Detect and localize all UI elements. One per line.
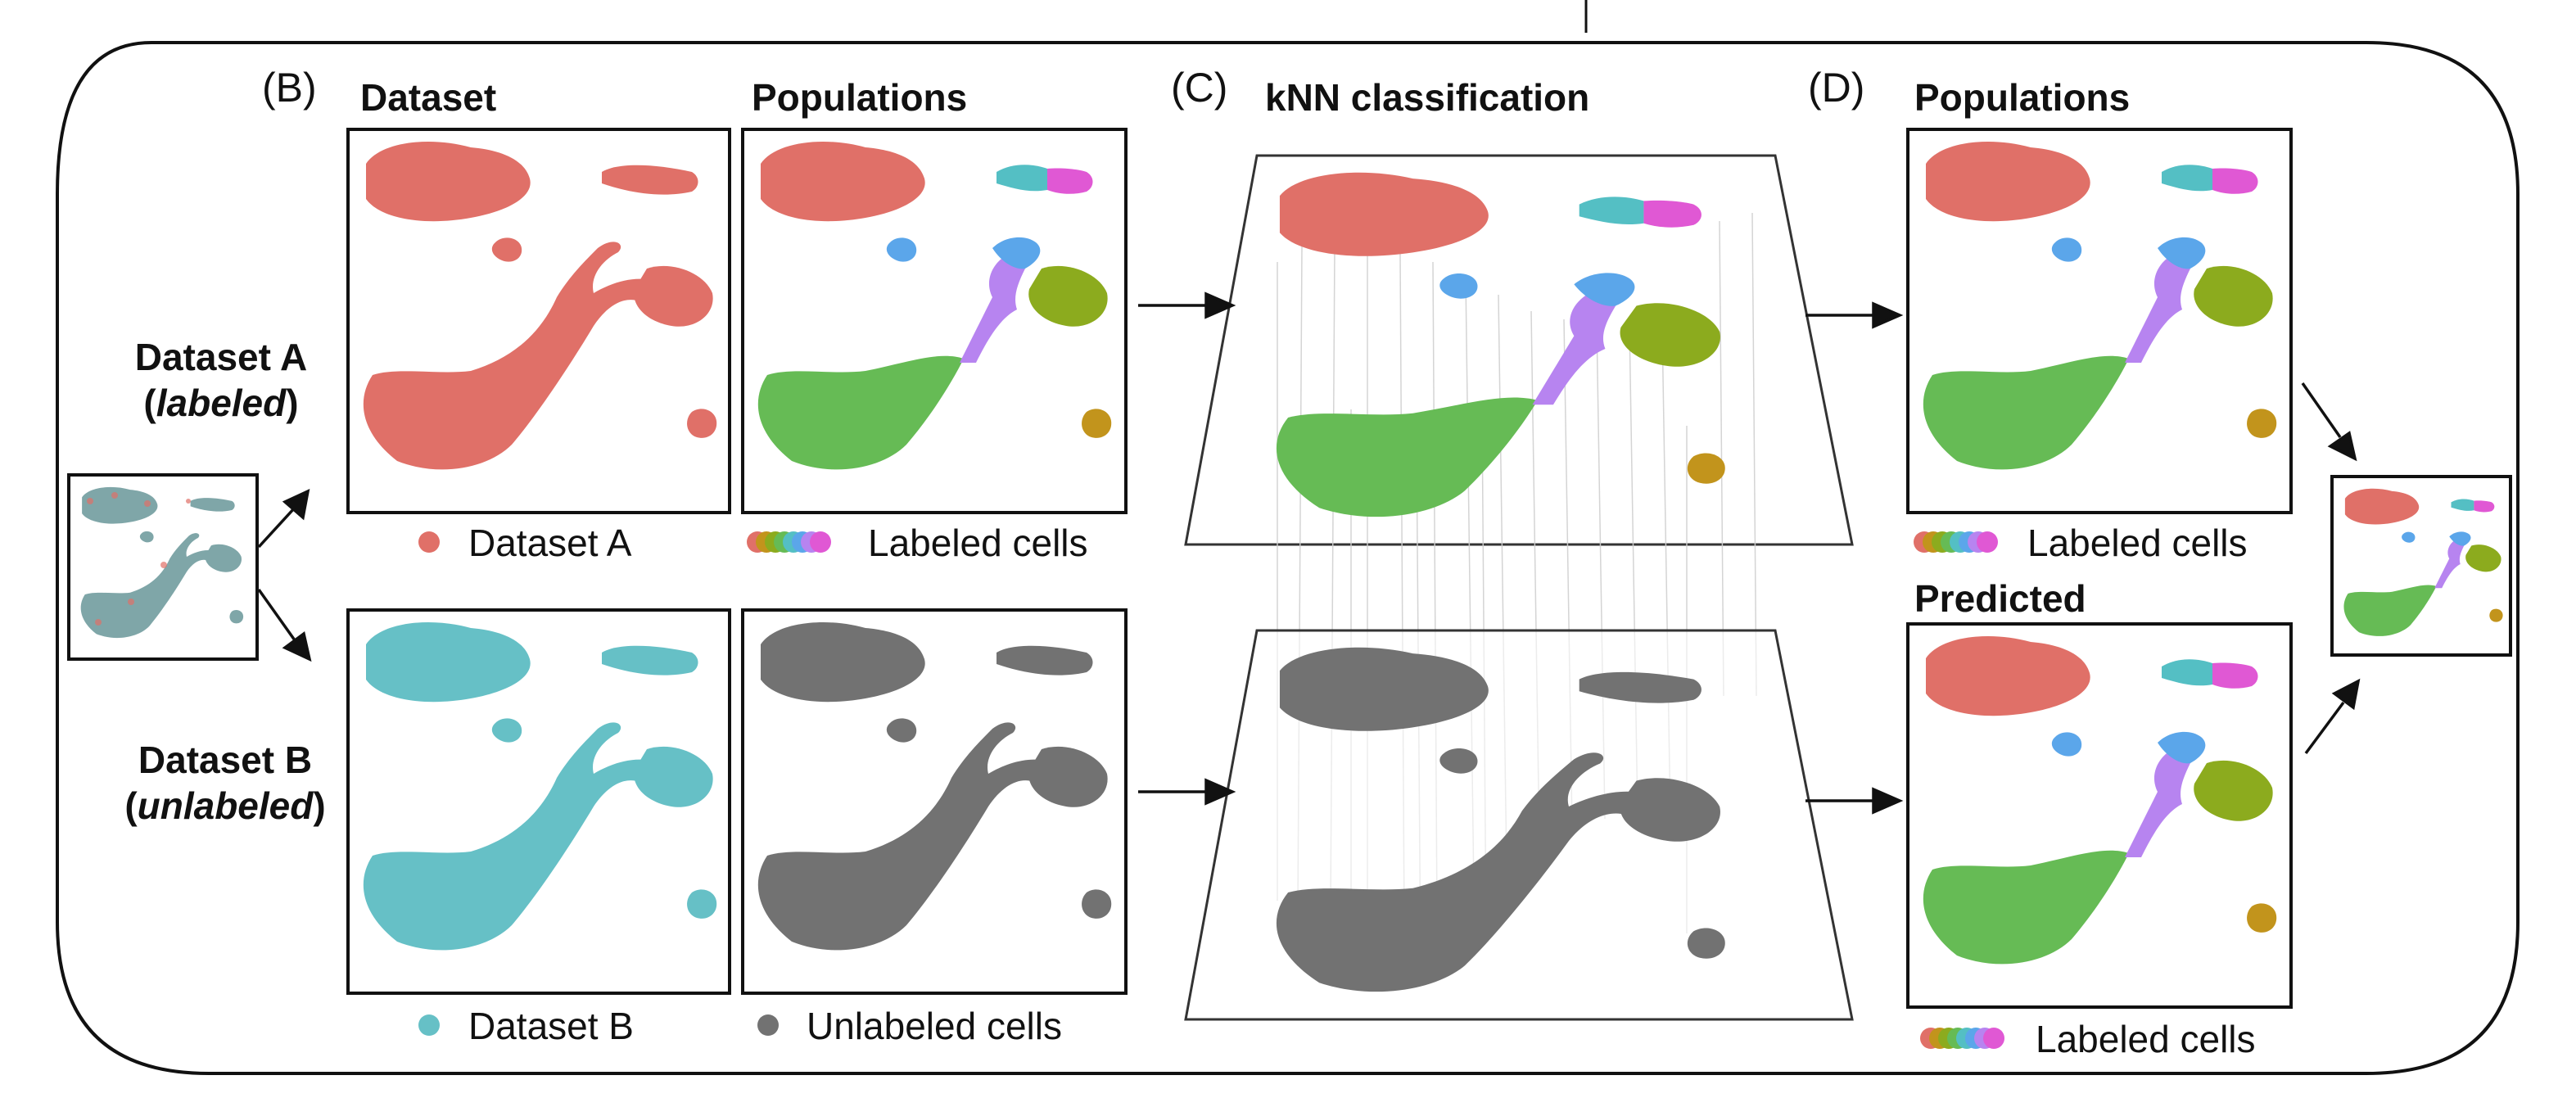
panel-b-letter: (B) xyxy=(262,65,317,111)
row-label-dataset-b: Dataset B (unlabeled) xyxy=(106,737,344,829)
arrow-head-icon xyxy=(1204,291,1236,319)
legend-dataset-a: Dataset A xyxy=(468,522,632,564)
legend-labeled-b: Labeled cells xyxy=(868,522,1088,564)
legend-dataset-b: Dataset B xyxy=(468,1005,634,1047)
labeled-legend-swatch xyxy=(747,531,831,553)
outer-frame xyxy=(56,41,2520,1075)
legend-swatch-dot xyxy=(1983,1028,2004,1049)
row-label-a-tag: (labeled) xyxy=(143,382,299,425)
panel-c-letter: (C) xyxy=(1171,65,1228,111)
arrow-head-icon xyxy=(1204,778,1236,806)
arrow-head-icon xyxy=(1872,301,1904,329)
panel-d-letter: (D) xyxy=(1808,65,1865,111)
populations-d-title: Populations xyxy=(1914,76,2131,119)
row-label-dataset-a: Dataset A (labeled) xyxy=(115,334,328,426)
row-label-a-name: Dataset A xyxy=(134,336,308,378)
row-label-b-tag: (unlabeled) xyxy=(124,784,326,828)
predicted-title: Predicted xyxy=(1914,577,2086,620)
arrows xyxy=(257,291,2361,815)
labeled-legend-swatch xyxy=(1920,1028,2004,1049)
unlabeled-legend-dot xyxy=(757,1014,779,1036)
dataset-column-title: Dataset xyxy=(360,76,497,119)
labeled-legend-swatch xyxy=(1914,531,1998,553)
legend-labeled-d-bottom: Labeled cells xyxy=(2036,1018,2256,1060)
arrow-head-icon xyxy=(282,630,312,662)
arrow-head-icon xyxy=(2327,431,2357,462)
knn-title: kNN classification xyxy=(1265,76,1590,119)
legend-swatch-dot xyxy=(1977,531,1998,553)
arrow-head-icon xyxy=(1872,787,1904,815)
dataset-a-legend-dot xyxy=(418,531,440,553)
arrow-head-icon xyxy=(2331,678,2361,711)
legend-labeled-d-top: Labeled cells xyxy=(2027,522,2248,564)
legend-unlabeled: Unlabeled cells xyxy=(807,1005,1062,1047)
dataset-b-legend-dot xyxy=(418,1014,440,1036)
arrow-head-icon xyxy=(282,488,310,521)
legend-swatch-dot xyxy=(810,531,831,553)
populations-column-title: Populations xyxy=(752,76,968,119)
input-thumbnail-dots xyxy=(87,492,191,626)
row-label-b-name: Dataset B xyxy=(138,739,313,781)
